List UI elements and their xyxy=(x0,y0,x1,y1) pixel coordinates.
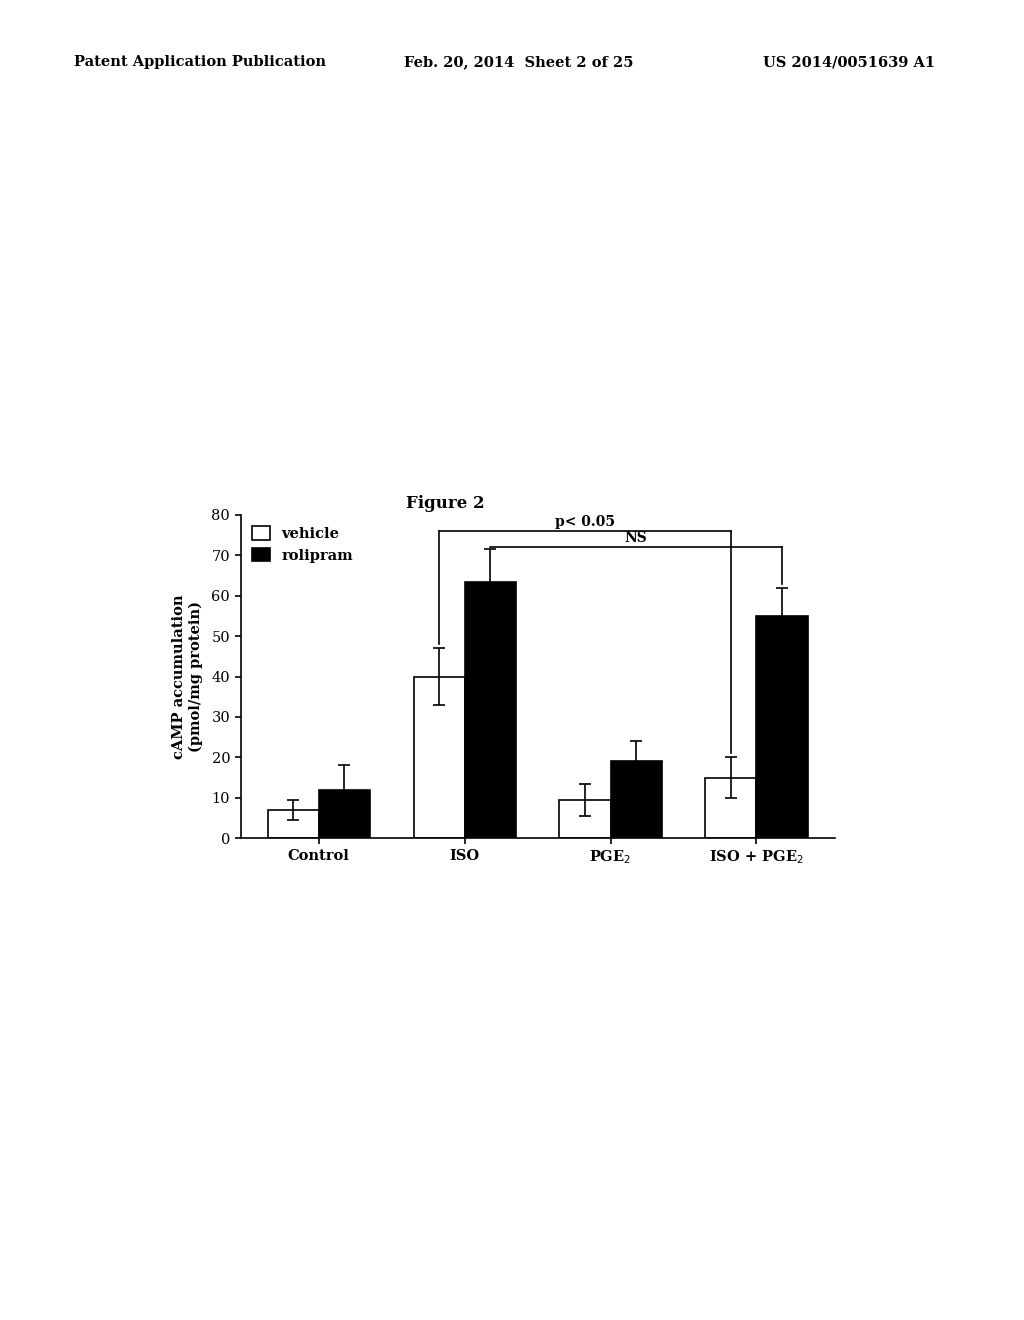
Y-axis label: cAMP accumulation
(pmol/mg protein): cAMP accumulation (pmol/mg protein) xyxy=(172,594,203,759)
Bar xyxy=(414,676,465,838)
Text: US 2014/0051639 A1: US 2014/0051639 A1 xyxy=(763,55,935,70)
Text: p< 0.05: p< 0.05 xyxy=(555,515,615,529)
Text: NS: NS xyxy=(625,531,647,545)
Bar xyxy=(757,616,808,838)
Text: Feb. 20, 2014  Sheet 2 of 25: Feb. 20, 2014 Sheet 2 of 25 xyxy=(404,55,634,70)
Bar xyxy=(465,582,516,838)
Legend: vehicle, rolipram: vehicle, rolipram xyxy=(248,523,357,568)
Bar xyxy=(318,789,370,838)
Bar xyxy=(559,800,610,838)
Text: Figure 2: Figure 2 xyxy=(407,495,484,512)
Bar xyxy=(267,810,318,838)
Bar xyxy=(610,762,662,838)
Bar xyxy=(706,777,757,838)
Text: Patent Application Publication: Patent Application Publication xyxy=(74,55,326,70)
